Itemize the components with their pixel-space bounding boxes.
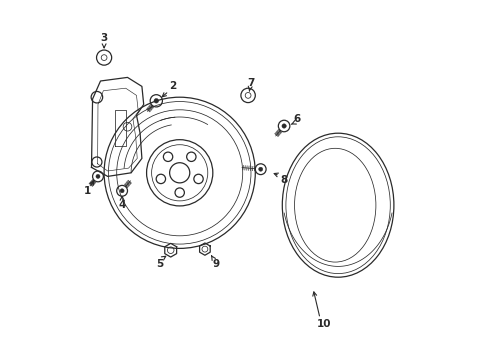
Text: 6: 6 — [292, 114, 300, 124]
Circle shape — [258, 167, 262, 171]
Text: 7: 7 — [247, 78, 254, 88]
Text: 4: 4 — [118, 200, 125, 210]
Text: 5: 5 — [156, 258, 163, 269]
Text: 1: 1 — [84, 186, 91, 196]
Text: 10: 10 — [316, 319, 330, 329]
Text: 9: 9 — [212, 258, 219, 269]
Circle shape — [154, 99, 158, 103]
Circle shape — [96, 174, 100, 179]
Circle shape — [282, 124, 285, 128]
Text: 3: 3 — [100, 33, 107, 43]
Text: 2: 2 — [168, 81, 176, 91]
Circle shape — [120, 189, 124, 193]
Text: 8: 8 — [280, 175, 287, 185]
